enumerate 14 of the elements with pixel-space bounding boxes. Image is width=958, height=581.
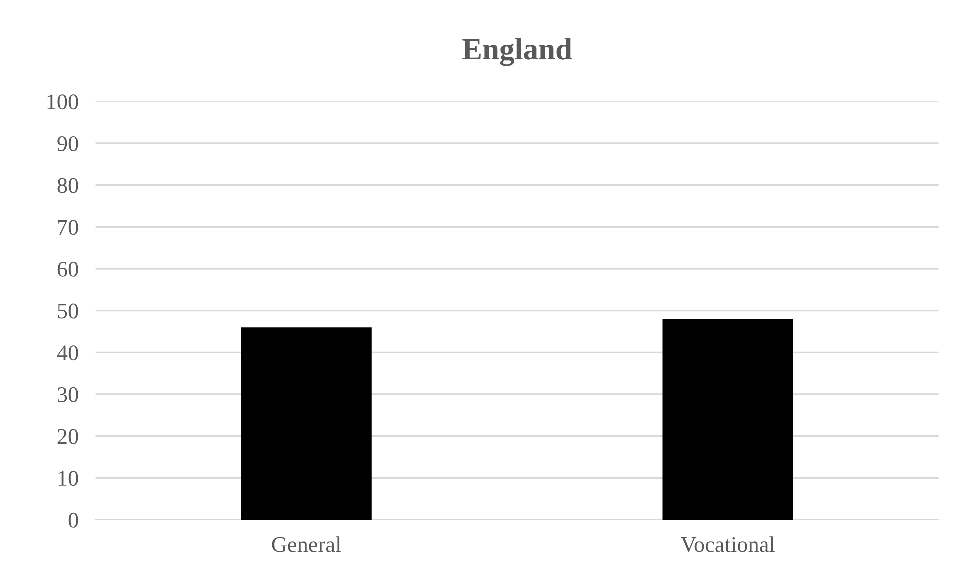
y-tick-label: 10 [58,471,78,486]
chart-title: England [462,38,572,66]
y-tick-label: 90 [58,136,78,152]
y-tick-label: 100 [48,94,78,110]
x-tick-label: General [272,536,342,552]
x-tick-label: Vocational [681,536,775,552]
y-tick-label: 30 [58,387,78,402]
y-tick-label: 40 [57,346,78,361]
y-tick-label: 60 [58,262,78,277]
y-tick-label: 70 [58,220,78,236]
y-tick-label: 0 [68,512,78,528]
y-tick-label: 50 [58,304,78,319]
y-tick-label: 80 [58,178,78,194]
y-tick-label: 20 [58,429,78,444]
